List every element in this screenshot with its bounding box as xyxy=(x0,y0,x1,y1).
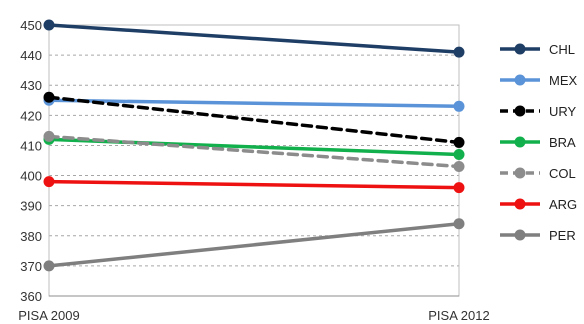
legend-marker-chl xyxy=(514,43,526,55)
legend-label-chl: CHL xyxy=(549,42,575,57)
data-point-col-1 xyxy=(453,161,465,173)
data-point-col-0 xyxy=(43,130,55,142)
legend-marker-bra xyxy=(514,136,526,148)
series-line-col xyxy=(47,134,461,169)
series-line-chl xyxy=(47,23,461,54)
x-tick-label: PISA 2009 xyxy=(18,308,79,323)
data-point-mex-1 xyxy=(453,100,465,112)
data-point-per-0 xyxy=(43,260,55,272)
legend-marker-mex xyxy=(514,74,526,86)
y-tick-label: 440 xyxy=(20,48,42,63)
y-tick-label: 430 xyxy=(20,78,42,93)
axes xyxy=(48,24,460,297)
ticks: 360 370 380 390 400 410 420 430 440 450 PISA 2009 P… xyxy=(18,18,489,323)
data-point-arg-0 xyxy=(43,176,55,188)
data-point-per-1 xyxy=(453,218,465,230)
y-tick-label: 450 xyxy=(20,18,42,33)
legend-label-ury: URY xyxy=(549,104,577,119)
legend-marker-ury xyxy=(514,105,526,117)
legend-label-mex: MEX xyxy=(549,73,578,88)
legend-marker-col xyxy=(514,167,526,179)
y-tick-label: 380 xyxy=(20,229,42,244)
data-point-chl-1 xyxy=(453,46,465,58)
y-tick-label: 410 xyxy=(20,138,42,153)
y-tick-label: 390 xyxy=(20,199,42,214)
y-tick-label: 370 xyxy=(20,259,42,274)
y-tick-label: 400 xyxy=(20,169,42,184)
data-point-ury-0 xyxy=(43,91,55,103)
x-tick-label: PISA 2012 xyxy=(428,308,489,323)
data-point-bra-1 xyxy=(453,148,465,160)
legend-label-arg: ARG xyxy=(549,197,577,212)
series-lines xyxy=(43,19,465,272)
legend-marker-per xyxy=(514,229,526,241)
series-line-per xyxy=(47,221,461,268)
series-line-ury xyxy=(47,95,461,145)
legend-label-col: COL xyxy=(549,166,576,181)
y-tick-label: 360 xyxy=(20,289,42,304)
series-line-mex xyxy=(47,98,461,109)
y-tick-label: 420 xyxy=(20,108,42,123)
legend-label-bra: BRA xyxy=(549,135,576,150)
legend-label-per: PER xyxy=(549,228,576,243)
legend: CHL MEX URY BRA COL ARG PER xyxy=(500,42,578,243)
data-point-ury-1 xyxy=(453,136,465,148)
series-line-arg xyxy=(47,179,461,190)
legend-marker-arg xyxy=(514,198,526,210)
data-point-chl-0 xyxy=(43,19,55,31)
data-point-arg-1 xyxy=(453,182,465,194)
